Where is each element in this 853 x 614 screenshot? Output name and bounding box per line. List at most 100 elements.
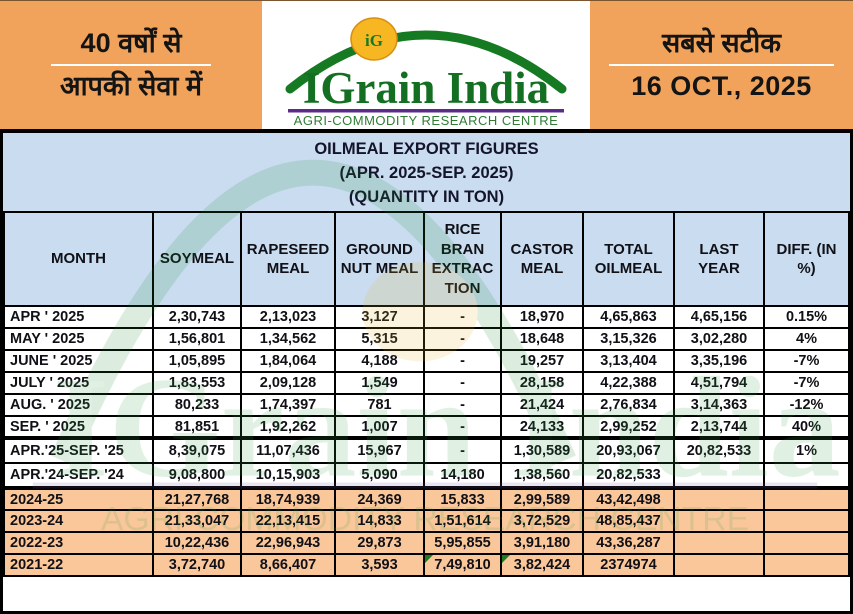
table-cell: 5,95,855: [423, 531, 502, 555]
logo-arch-icon: [285, 30, 567, 94]
table-cell: 1,05,895: [152, 349, 242, 373]
table-cell: -: [423, 415, 502, 439]
row-label: APR.'24-SEP. '24: [3, 462, 154, 489]
table-cell: 10,22,436: [152, 531, 242, 555]
table-row: JUNE ' 2025 1,05,895 1,84,064 4,188-19,257 3…: [3, 349, 850, 373]
table-cell: 5,090: [334, 462, 425, 489]
table-cell: 10,15,903: [240, 462, 336, 489]
table-cell: 28,158: [500, 371, 584, 395]
column-header: SOYMEAL: [152, 211, 242, 307]
table-cell: 43,36,287: [582, 531, 675, 555]
table-cell: [763, 509, 850, 533]
row-label: AUG. ' 2025: [3, 393, 154, 417]
table-cell: -12%: [763, 393, 850, 417]
logo-badge: iG: [365, 31, 383, 50]
row-label: 2021-22: [3, 553, 154, 577]
table-cell: 20,82,533: [582, 462, 675, 489]
table-cell: [673, 509, 765, 533]
slogan-line-2: आपकी सेवा में: [59, 71, 203, 101]
table-cell: 1,51,614: [423, 509, 502, 533]
table-cell: 2,13,744: [673, 415, 765, 439]
table-cell: 2,76,834: [582, 393, 675, 417]
slogan-line-1: 40 वर्षों से: [80, 27, 182, 58]
table-cell: 7,49,810: [423, 553, 502, 577]
table-cell: [763, 553, 850, 577]
table-cell: -: [423, 327, 502, 351]
logo-underline: [288, 109, 564, 113]
table-cell: 81,851: [152, 415, 242, 439]
table-cell: 3,02,280: [673, 327, 765, 351]
export-table-section: OILMEAL EXPORT FIGURES (APR. 2025-SEP. 20…: [0, 129, 853, 614]
table-cell: [763, 531, 850, 555]
header-band: 40 वर्षों से आपकी सेवा में iG IGrain Ind…: [0, 0, 853, 129]
column-header: LAST YEAR: [673, 211, 765, 307]
table-body: APR ' 2025 2,30,743 2,13,023 3,127-18,970 4,…: [3, 305, 850, 577]
table-cell: 15,967: [334, 436, 425, 464]
table-cell: 781: [334, 393, 425, 417]
table-cell: 21,27,768: [152, 486, 242, 511]
table-cell: -: [423, 305, 502, 329]
table-row: APR.'25-SEP. '25 8,39,075 11,07,436 15,967-…: [3, 436, 850, 464]
table-cell: 1,84,064: [240, 349, 336, 373]
column-header: RAPESEED MEAL: [240, 211, 336, 307]
oilmeal-export-table: MONTH SOYMEAL RAPESEED MEAL GROUND NUT MEAL…: [3, 211, 850, 577]
table-cell: [763, 462, 850, 489]
table-row: APR ' 2025 2,30,743 2,13,023 3,127-18,970 4,…: [3, 305, 850, 329]
row-label: 2023-24: [3, 509, 154, 533]
table-cell: 4,22,388: [582, 371, 675, 395]
table-cell: 1,007: [334, 415, 425, 439]
table-cell: [763, 486, 850, 511]
table-cell: 3,82,424: [500, 553, 584, 577]
table-cell: 19,257: [500, 349, 584, 373]
table-cell: 2,99,252: [582, 415, 675, 439]
table-title-line: (APR. 2025-SEP. 2025): [339, 163, 514, 182]
table-cell: 4,65,863: [582, 305, 675, 329]
table-cell: 2374974: [582, 553, 675, 577]
table-row: JULY ' 2025 1,83,553 2,09,128 1,549-28,158 4…: [3, 371, 850, 395]
table-cell: 4,65,156: [673, 305, 765, 329]
table-cell: 24,369: [334, 486, 425, 511]
table-title-line: OILMEAL EXPORT FIGURES: [314, 140, 539, 158]
report-date: 16 OCT., 2025: [631, 71, 812, 102]
table-cell: [673, 553, 765, 577]
table-cell: 3,14,363: [673, 393, 765, 417]
table-row: 2024-25 21,27,768 18,74,939 24,369 15,833 2,9…: [3, 486, 850, 511]
table-cell: 8,39,075: [152, 436, 242, 464]
row-label: MAY ' 2025: [3, 327, 154, 351]
table-cell: 8,66,407: [240, 553, 336, 577]
table-cell: 40%: [763, 415, 850, 439]
table-cell: 18,970: [500, 305, 584, 329]
table-cell: 29,873: [334, 531, 425, 555]
logo-egg-icon: [350, 17, 398, 61]
table-cell: 1,30,589: [500, 436, 584, 464]
table-cell: 22,13,415: [240, 509, 336, 533]
column-header: RICE BRAN EXTRACTION: [423, 211, 502, 307]
brand-slogan-box: 40 वर्षों से आपकी सेवा में: [0, 1, 262, 129]
table-cell: 2,30,743: [152, 305, 242, 329]
table-cell: 24,133: [500, 415, 584, 439]
column-header: CASTOR MEAL: [500, 211, 584, 307]
table-cell: 48,85,437: [582, 509, 675, 533]
row-label: 2022-23: [3, 531, 154, 555]
date-box: सबसे सटीक 16 OCT., 2025: [590, 1, 853, 129]
table-cell: 21,424: [500, 393, 584, 417]
column-header: TOTAL OILMEAL: [582, 211, 675, 307]
table-cell: 22,96,943: [240, 531, 336, 555]
logo-box: iG IGrain India AGRI-COMMODITY RESEARCH …: [262, 1, 590, 129]
row-label: 2024-25: [3, 486, 154, 511]
table-row: 2021-22 3,72,740 8,66,407 3,593 7,49,810 3,82…: [3, 553, 850, 577]
table-cell: 5,315: [334, 327, 425, 351]
table-row: 2022-23 10,22,436 22,96,943 29,873 5,95,855 3…: [3, 531, 850, 555]
table-cell: 14,180: [423, 462, 502, 489]
table-cell: 14,833: [334, 509, 425, 533]
table-cell: 3,35,196: [673, 349, 765, 373]
tagline-hindi: सबसे सटीक: [661, 27, 781, 58]
table-cell: 20,82,533: [673, 436, 765, 464]
table-cell: -7%: [763, 349, 850, 373]
table-cell: 2,99,589: [500, 486, 584, 511]
table-cell: [673, 531, 765, 555]
table-cell: -7%: [763, 371, 850, 395]
table-cell: 1,549: [334, 371, 425, 395]
table-cell: 21,33,047: [152, 509, 242, 533]
table-cell: [673, 486, 765, 511]
